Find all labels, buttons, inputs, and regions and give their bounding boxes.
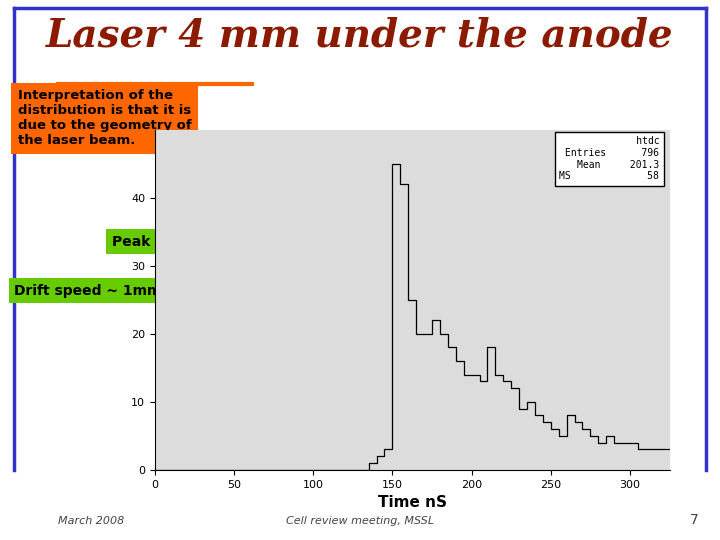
X-axis label: Time nS: Time nS	[378, 495, 446, 510]
Text: The tail is due to the
less dense region of
the laser beam.: The tail is due to the less dense region…	[454, 259, 609, 302]
Text: Drift speed ~ 1mm/37.5nS: Drift speed ~ 1mm/37.5nS	[14, 284, 221, 298]
Text: Laser 4 mm under the anode: Laser 4 mm under the anode	[46, 16, 674, 54]
Text: Peak ~150nS: Peak ~150nS	[112, 235, 215, 249]
Text: Cell review meeting, MSSL: Cell review meeting, MSSL	[286, 516, 434, 526]
Text: The peak is due to
the increase
density of photons
at the focal region.: The peak is due to the increase density …	[331, 138, 475, 195]
Text: March 2008: March 2008	[58, 516, 124, 526]
Text: 7: 7	[690, 512, 698, 526]
Text: htdc
Entries      796
Mean     201.3
MS             58: htdc Entries 796 Mean 201.3 MS 58	[559, 137, 660, 181]
Text: Interpretation of the
distribution is that it is
due to the geometry of
the lase: Interpretation of the distribution is th…	[18, 89, 192, 147]
